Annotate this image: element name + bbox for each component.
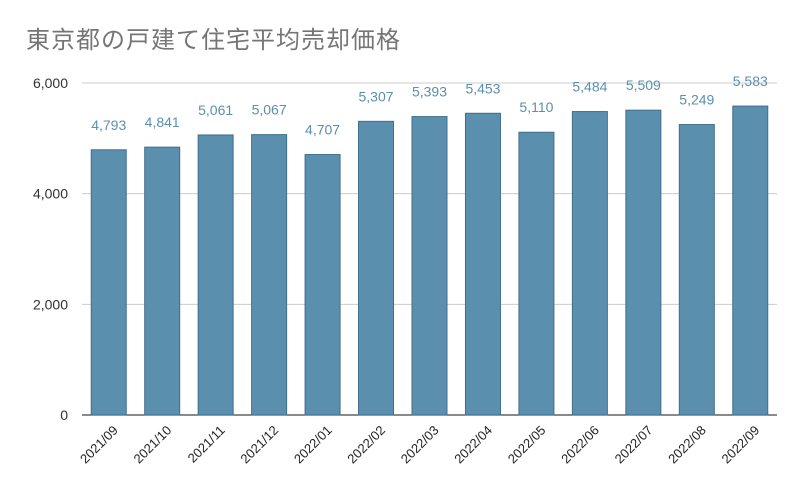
label-layer: 4,793 4,841 5,061 5,067 4,707 5,307 5,393 5,453…: [91, 73, 768, 137]
x-tick-label: 2022/09: [719, 423, 763, 467]
bar: [625, 109, 662, 416]
data-label: 5,484: [572, 79, 607, 95]
data-label: 5,393: [412, 84, 447, 100]
y-tick-label: 0: [60, 407, 68, 423]
data-label: 5,067: [252, 102, 287, 118]
x-tick-label: 2021/09: [77, 423, 121, 467]
x-tick-label: 2022/06: [558, 423, 602, 467]
x-tick-label: 2022/03: [398, 423, 442, 467]
bar: [518, 131, 555, 416]
data-label: 5,061: [198, 102, 233, 118]
x-tick-label: 2022/05: [505, 423, 549, 467]
bar: [90, 149, 127, 416]
bar: [197, 134, 234, 416]
x-tick-label: 2021/12: [237, 423, 281, 467]
x-tick-label: 2021/10: [130, 423, 174, 467]
x-tick-label: 2022/02: [344, 423, 388, 467]
y-tick-label: 6,000: [33, 75, 68, 91]
x-tick-label: 2021/11: [185, 423, 228, 466]
y-tick-label: 2,000: [33, 296, 68, 312]
bar: [358, 120, 395, 416]
chart-title: 東京都の戸建て住宅平均売却価格: [26, 26, 401, 54]
bar: [464, 112, 501, 416]
bar: [571, 111, 608, 416]
data-label: 5,453: [465, 80, 500, 96]
data-label: 5,509: [626, 77, 661, 93]
bar: [411, 116, 448, 416]
y-tick-label: 4,000: [33, 186, 68, 202]
data-label: 5,307: [359, 88, 394, 104]
bar: [732, 105, 769, 416]
bar: [304, 154, 341, 416]
x-tick-label: 2022/08: [665, 423, 709, 467]
bar-layer: [90, 105, 769, 416]
data-label: 5,110: [519, 99, 553, 115]
data-label: 5,249: [679, 92, 714, 108]
x-axis-ticks: 2021/09 2021/10 2021/11 2021/12 2022/01 2022/…: [77, 423, 762, 467]
x-tick-label: 2022/07: [612, 423, 656, 467]
x-tick-label: 2022/04: [451, 423, 495, 467]
data-label: 5,583: [733, 73, 768, 89]
data-label: 4,793: [91, 117, 126, 133]
x-tick-label: 2022/01: [291, 423, 335, 467]
bar: [144, 146, 181, 416]
bar: [251, 134, 288, 416]
data-label: 4,841: [145, 114, 180, 130]
bar: [678, 124, 715, 416]
y-axis-ticks: 0 2,000 4,000 6,000: [33, 75, 68, 423]
data-label: 4,707: [305, 122, 340, 138]
